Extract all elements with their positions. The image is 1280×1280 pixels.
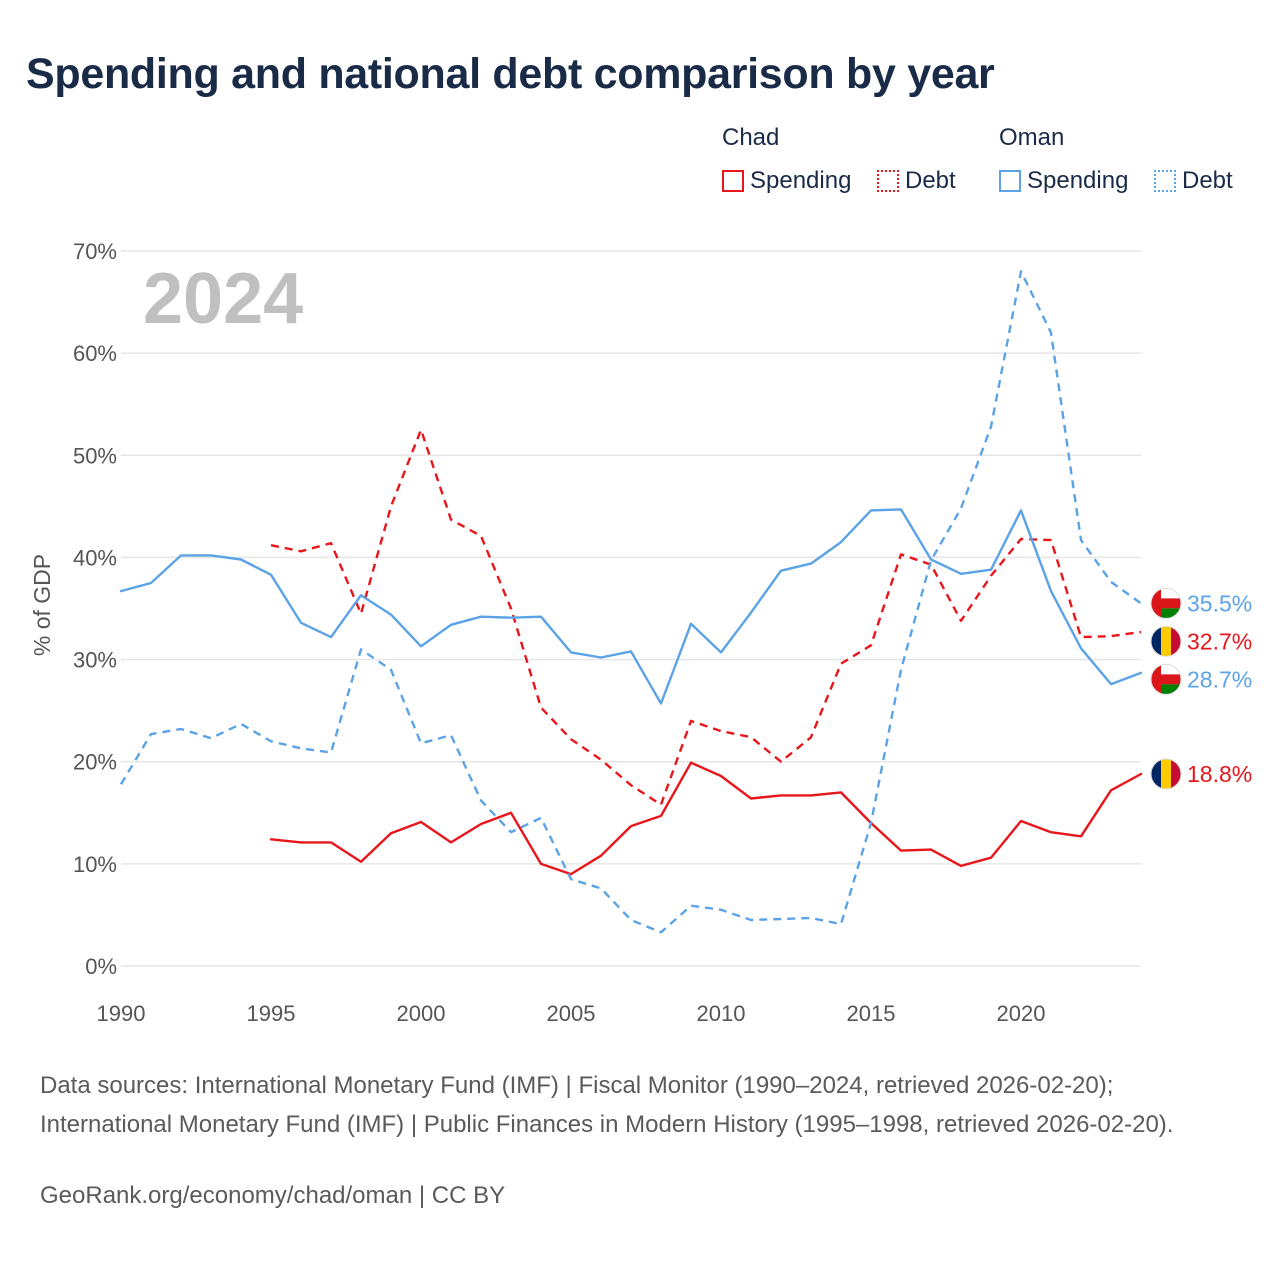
x-tick-label: 2010 bbox=[697, 1001, 746, 1026]
chad-flag-icon bbox=[1150, 758, 1182, 790]
grid-layer bbox=[121, 250, 1141, 967]
y-tick-label: 0% bbox=[85, 954, 117, 979]
legend-swatch-oman-debt bbox=[1154, 170, 1176, 192]
x-tick-label: 2005 bbox=[547, 1001, 596, 1026]
series-line-oman-spending bbox=[119, 508, 1143, 705]
end-label-oman-spending: 28.7% bbox=[1187, 666, 1252, 692]
legend-label-oman-spending: Spending bbox=[1027, 167, 1129, 194]
chad-flag-icon bbox=[1150, 625, 1182, 657]
end-label-chad-debt: 32.7% bbox=[1187, 628, 1252, 654]
legend-swatch-chad-debt bbox=[877, 170, 899, 192]
x-tick-label: 1990 bbox=[97, 1001, 146, 1026]
y-axis-title: % of GDP bbox=[29, 554, 55, 656]
x-tick-label: 2020 bbox=[997, 1001, 1046, 1026]
source-credit-link[interactable]: GeoRank.org/economy/chad/oman | CC BY bbox=[40, 1182, 506, 1209]
y-tick-label: 10% bbox=[73, 852, 117, 877]
legend-group-chad: Chad bbox=[722, 124, 780, 151]
legend-label-chad-debt: Debt bbox=[905, 167, 956, 194]
y-tick-label: 40% bbox=[73, 545, 117, 570]
page-title: Spending and national debt comparison by… bbox=[26, 50, 995, 98]
series-line-oman-debt bbox=[119, 270, 1142, 934]
x-tick-label: 1995 bbox=[247, 1001, 296, 1026]
y-tick-label: 30% bbox=[73, 648, 117, 673]
y-tick-label: 20% bbox=[73, 750, 117, 775]
y-tick-label: 60% bbox=[73, 341, 117, 366]
data-sources: Data sources: International Monetary Fun… bbox=[40, 1072, 1174, 1138]
series-layer bbox=[119, 270, 1143, 934]
legend-swatch-oman-spending bbox=[999, 170, 1021, 192]
legend-group-oman: Oman bbox=[999, 124, 1065, 151]
y-tick-label: 70% bbox=[73, 239, 117, 264]
legend-swatch-chad-spending bbox=[722, 170, 744, 192]
end-label-oman-debt: 35.5% bbox=[1187, 590, 1252, 616]
oman-flag-icon bbox=[1150, 663, 1182, 695]
x-tick-label: 2015 bbox=[847, 1001, 896, 1026]
legend-label-oman-debt: Debt bbox=[1182, 167, 1233, 194]
axis-layer: 0% 10% 20% 30% 40% 50% 60% 70% 1990 1995 2000 2005 2… bbox=[73, 239, 1046, 1026]
legend-oman-spending[interactable]: Spending bbox=[999, 166, 1128, 196]
legend-chad-debt[interactable]: Debt bbox=[877, 166, 956, 196]
oman-flag-icon bbox=[1150, 587, 1182, 619]
series-line-chad-spending bbox=[269, 761, 1143, 876]
legend-chad-spending[interactable]: Spending bbox=[722, 166, 851, 196]
end-label-chad-spending: 18.8% bbox=[1187, 761, 1252, 787]
series-line-chad-debt bbox=[270, 428, 1142, 806]
y-tick-label: 50% bbox=[73, 443, 117, 468]
x-tick-label: 2000 bbox=[397, 1001, 446, 1026]
legend-label-chad-spending: Spending bbox=[750, 167, 852, 194]
year-label: 2024 bbox=[143, 259, 303, 339]
marker-layer: 35.5% 32.7% 28.7% 18.8% bbox=[1150, 587, 1252, 790]
legend-oman-debt[interactable]: Debt bbox=[1154, 166, 1233, 196]
